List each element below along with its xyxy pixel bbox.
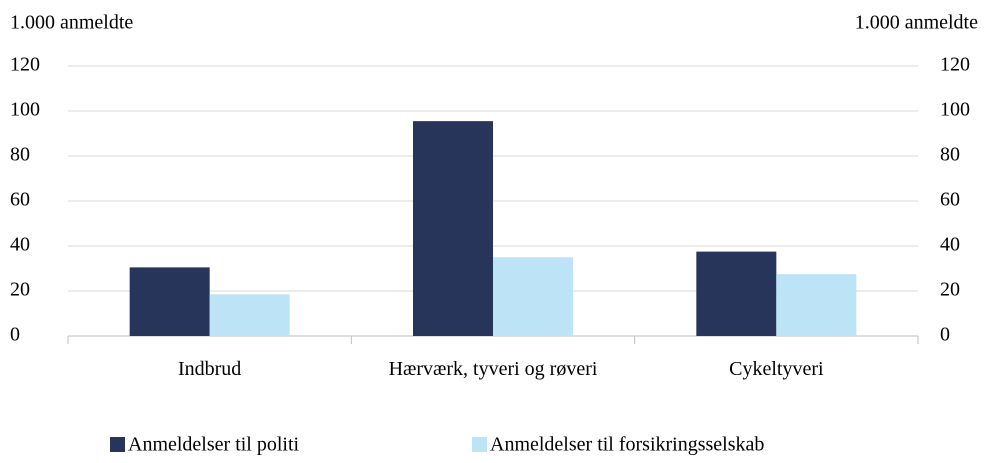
bar xyxy=(493,257,573,336)
y2-tick-label: 120 xyxy=(940,54,970,76)
legend-swatch xyxy=(472,437,487,452)
y2-tick-label: 0 xyxy=(940,324,950,346)
bar xyxy=(209,294,290,336)
bar xyxy=(696,251,777,336)
y-tick-label: 100 xyxy=(10,99,40,121)
y-tick-label: 120 xyxy=(10,54,40,76)
y-tick-label: 60 xyxy=(10,189,30,211)
bar xyxy=(776,274,857,336)
y-tick-label: 40 xyxy=(10,234,30,256)
legend-label: Anmeldelser til politi xyxy=(128,434,300,456)
y2-tick-label: 60 xyxy=(940,189,960,211)
y2-tick-label: 40 xyxy=(940,234,960,256)
x-tick-label: Indbrud xyxy=(177,358,242,380)
legend-label: Anmeldelser til forsikringsselskab xyxy=(490,434,764,456)
legend-swatch xyxy=(110,437,125,452)
x-tick-label: Cykeltyveri xyxy=(729,358,824,380)
bar xyxy=(129,267,210,336)
y2-axis-title: 1.000 anmeldte xyxy=(855,12,978,34)
y2-tick-label: 80 xyxy=(940,144,960,166)
y2-tick-label: 100 xyxy=(940,99,970,121)
y-tick-label: 80 xyxy=(10,144,30,166)
bar xyxy=(413,121,493,336)
y-tick-label: 0 xyxy=(10,324,20,346)
y-axis-title: 1.000 anmeldte xyxy=(10,12,133,34)
x-tick-label: Hærværk, tyveri og røveri xyxy=(388,358,598,380)
y-tick-label: 20 xyxy=(10,279,30,301)
y2-tick-label: 20 xyxy=(940,279,960,301)
